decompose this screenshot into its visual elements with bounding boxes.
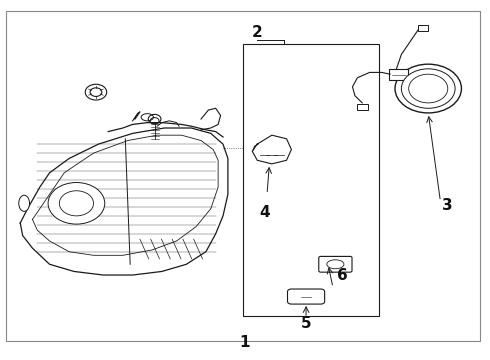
Circle shape [148, 114, 161, 124]
Circle shape [90, 88, 102, 96]
Bar [243, 44, 379, 316]
Bar [418, 26, 428, 31]
Ellipse shape [327, 260, 344, 269]
FancyBboxPatch shape [288, 289, 325, 304]
Text: 1: 1 [240, 336, 250, 350]
Text: 5: 5 [301, 316, 311, 331]
Text: 6: 6 [337, 267, 348, 283]
Circle shape [85, 84, 107, 100]
Polygon shape [252, 135, 292, 164]
Text: 4: 4 [259, 205, 270, 220]
Circle shape [401, 69, 455, 108]
Bar [389, 69, 408, 80]
Circle shape [409, 74, 448, 103]
Circle shape [59, 191, 94, 216]
Text: 3: 3 [442, 198, 453, 213]
Text: 2: 2 [252, 26, 263, 40]
Circle shape [395, 64, 462, 113]
Ellipse shape [19, 195, 29, 211]
Circle shape [48, 183, 105, 224]
Bar [357, 104, 368, 110]
FancyBboxPatch shape [319, 256, 352, 272]
